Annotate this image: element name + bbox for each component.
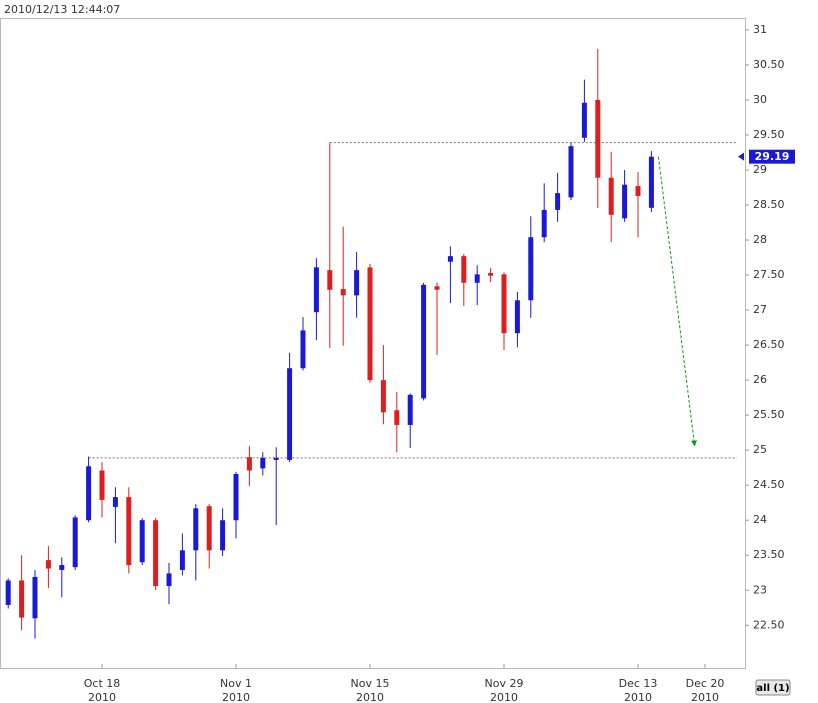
y-tick-label: 27 — [753, 303, 767, 316]
projection-arrow — [657, 156, 697, 447]
x-tick-label: Dec 13 — [619, 677, 658, 690]
candle-body — [179, 550, 185, 570]
y-tick-label: 22.50 — [753, 618, 785, 631]
y-tick-label: 27.50 — [753, 268, 785, 281]
plot-frame — [0, 18, 746, 669]
y-tick-label: 29 — [753, 163, 767, 176]
y-tick-label: 30 — [753, 93, 767, 106]
candle-body — [354, 270, 360, 296]
x-tick-label: Nov 15 — [351, 677, 390, 690]
candle-body — [407, 394, 413, 425]
candle-body — [608, 177, 614, 215]
y-tick-label: 26.50 — [753, 338, 785, 351]
candle-body — [581, 102, 587, 138]
candle-body — [541, 209, 547, 238]
candle-body — [139, 520, 145, 563]
y-tick-label: 24.50 — [753, 478, 785, 491]
x-tick-year: 2010 — [624, 691, 652, 703]
candle-body — [193, 508, 199, 551]
candle-body — [474, 274, 480, 283]
y-tick-label: 28.50 — [753, 198, 785, 211]
candle-body — [5, 580, 11, 605]
candle-body — [45, 560, 51, 569]
button-label[interactable]: all (1) — [756, 683, 789, 694]
candle-body — [447, 256, 453, 262]
x-tick-year: 2010 — [691, 691, 719, 703]
candle-body — [112, 497, 118, 507]
candle-body — [126, 497, 132, 566]
candle-body — [273, 457, 279, 460]
y-tick-label: 24 — [753, 513, 767, 526]
y-tick-label: 25 — [753, 443, 767, 456]
y-tick-label: 30.50 — [753, 58, 785, 71]
candle-body — [313, 267, 319, 313]
y-tick-label: 26 — [753, 373, 767, 386]
candle-body — [568, 146, 574, 198]
x-tick-year: 2010 — [222, 691, 250, 703]
candle-body — [19, 580, 25, 618]
candle-body — [220, 520, 226, 551]
candle-body — [166, 573, 172, 587]
candle-body — [86, 466, 92, 521]
candle-body — [635, 186, 641, 196]
x-tick-year: 2010 — [356, 691, 384, 703]
candle-body — [648, 156, 654, 208]
candle-body — [501, 274, 507, 334]
candle-body — [380, 380, 386, 413]
y-tick-label: 28 — [753, 233, 767, 246]
x-tick-label: Nov 29 — [485, 677, 524, 690]
candle-body — [555, 193, 561, 210]
last-price-badge — [749, 149, 795, 164]
candle-body — [461, 256, 467, 283]
candle-body — [99, 470, 105, 500]
candle-body — [327, 270, 333, 290]
candle-body — [528, 237, 534, 301]
candle-body — [59, 565, 65, 570]
candle-body — [434, 286, 440, 290]
candle-body — [233, 473, 239, 521]
candle-body — [340, 289, 346, 296]
x-tick-label: Nov 1 — [220, 677, 252, 690]
candle-body — [595, 99, 601, 178]
y-tick-label: 23 — [753, 583, 767, 596]
x-tick-label: Dec 20 — [686, 677, 725, 690]
timestamp: 2010/12/13 12:44:07 — [4, 3, 120, 16]
candle-body — [367, 267, 373, 381]
candle-body — [153, 520, 159, 587]
x-tick-label: Oct 18 — [84, 677, 121, 690]
candle-body — [206, 506, 212, 551]
all-button[interactable]: all (1) — [755, 679, 791, 696]
button-frame[interactable] — [755, 679, 791, 696]
candle-body — [488, 272, 494, 276]
last-price-label: 29.19 — [755, 150, 790, 163]
x-tick-year: 2010 — [88, 691, 116, 703]
candle-body — [300, 330, 306, 369]
y-tick-label: 25.50 — [753, 408, 785, 421]
candle-body — [32, 576, 38, 619]
candle-body — [260, 457, 266, 469]
x-tick-year: 2010 — [490, 691, 518, 703]
y-tick-label: 29.50 — [753, 128, 785, 141]
last-price-pointer — [738, 152, 744, 161]
candle-body — [287, 368, 293, 460]
y-tick-label: 23.50 — [753, 548, 785, 561]
y-tick-label: 31 — [753, 23, 767, 36]
candle-body — [72, 517, 78, 568]
candle-body — [421, 284, 427, 399]
candle-body — [394, 410, 400, 425]
candle-body — [622, 184, 628, 219]
candle-body — [246, 457, 252, 471]
candle-body — [514, 300, 520, 334]
